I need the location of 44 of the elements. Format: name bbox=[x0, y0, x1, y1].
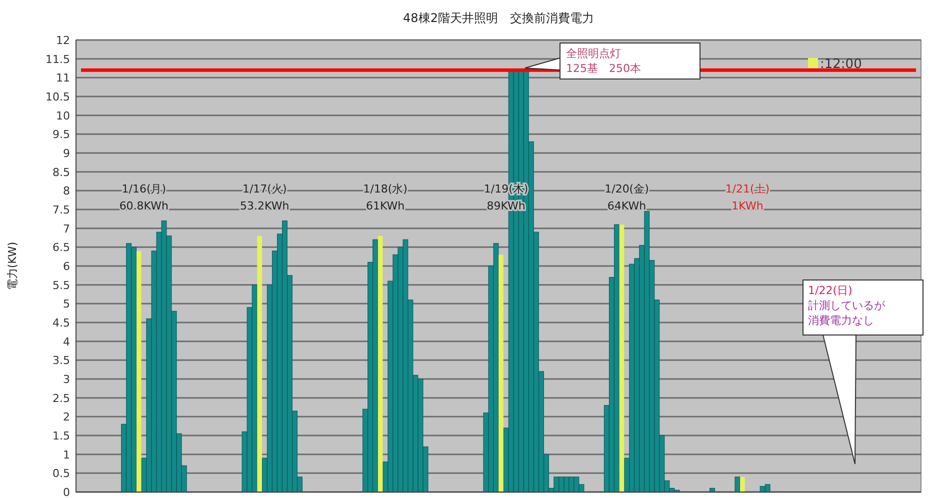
y-tick-label: 4 bbox=[63, 335, 70, 348]
bar bbox=[734, 476, 740, 492]
y-tick-label: 10.5 bbox=[46, 90, 70, 104]
y-tick-label: 8.5 bbox=[52, 166, 70, 179]
y-tick-label: 9 bbox=[63, 147, 70, 160]
y-tick-label: 0.5 bbox=[52, 467, 70, 480]
y-tick-label: 10 bbox=[56, 109, 70, 122]
bar bbox=[619, 224, 624, 492]
y-tick-label: 2.5 bbox=[52, 392, 70, 405]
annotation: 計測しているが bbox=[808, 299, 886, 312]
legend-label: :12:00 bbox=[820, 57, 862, 72]
y-tick-label: 12 bbox=[56, 34, 70, 47]
y-tick-label: 7 bbox=[63, 222, 70, 236]
annotation: 1/21(土) 1KWh bbox=[725, 182, 770, 213]
y-tick-label: 11 bbox=[56, 72, 70, 85]
y-tick-label: 6.5 bbox=[52, 241, 70, 254]
y-tick-label: 8 bbox=[63, 184, 70, 198]
bar bbox=[498, 254, 504, 492]
bar bbox=[378, 236, 383, 492]
bar bbox=[740, 476, 745, 492]
annotation: 1/16(月) 60.8KWh bbox=[119, 182, 169, 213]
y-tick-label: 5.5 bbox=[52, 278, 70, 292]
y-tick-label: 5 bbox=[63, 298, 70, 311]
annotation: 1/20(金) 64KWh bbox=[604, 182, 649, 213]
y-tick-label: 4.5 bbox=[52, 316, 70, 330]
y-tick-label: 2 bbox=[63, 410, 70, 424]
y-tick-label: 11.5 bbox=[46, 52, 70, 66]
annotation: 1/18(水) 61KWh bbox=[363, 182, 408, 213]
bar bbox=[257, 236, 262, 492]
y-tick-label: 1 bbox=[63, 448, 70, 462]
chart-title: 48棟2階天井照明 交換前消費電力 bbox=[403, 11, 594, 25]
y-tick-label: 1.5 bbox=[52, 430, 70, 442]
annotation: 1/17(火) 53.2KWh bbox=[240, 182, 290, 213]
y-tick-label: 7.5 bbox=[52, 204, 70, 216]
y-tick-label: 9.5 bbox=[52, 128, 70, 142]
y-tick-label: 0 bbox=[63, 486, 70, 498]
y-tick-label: 6 bbox=[63, 260, 70, 273]
annotation: 消費電力なし bbox=[808, 314, 874, 327]
annotation: 全照明点灯 125基 250本 bbox=[566, 47, 641, 75]
y-axis-title: 電力(KW) bbox=[6, 242, 19, 290]
y-tick-label: 3 bbox=[63, 373, 70, 386]
annotation: 1/22(日) bbox=[808, 284, 852, 297]
y-tick-label: 3.5 bbox=[52, 354, 70, 368]
bar bbox=[136, 250, 142, 492]
